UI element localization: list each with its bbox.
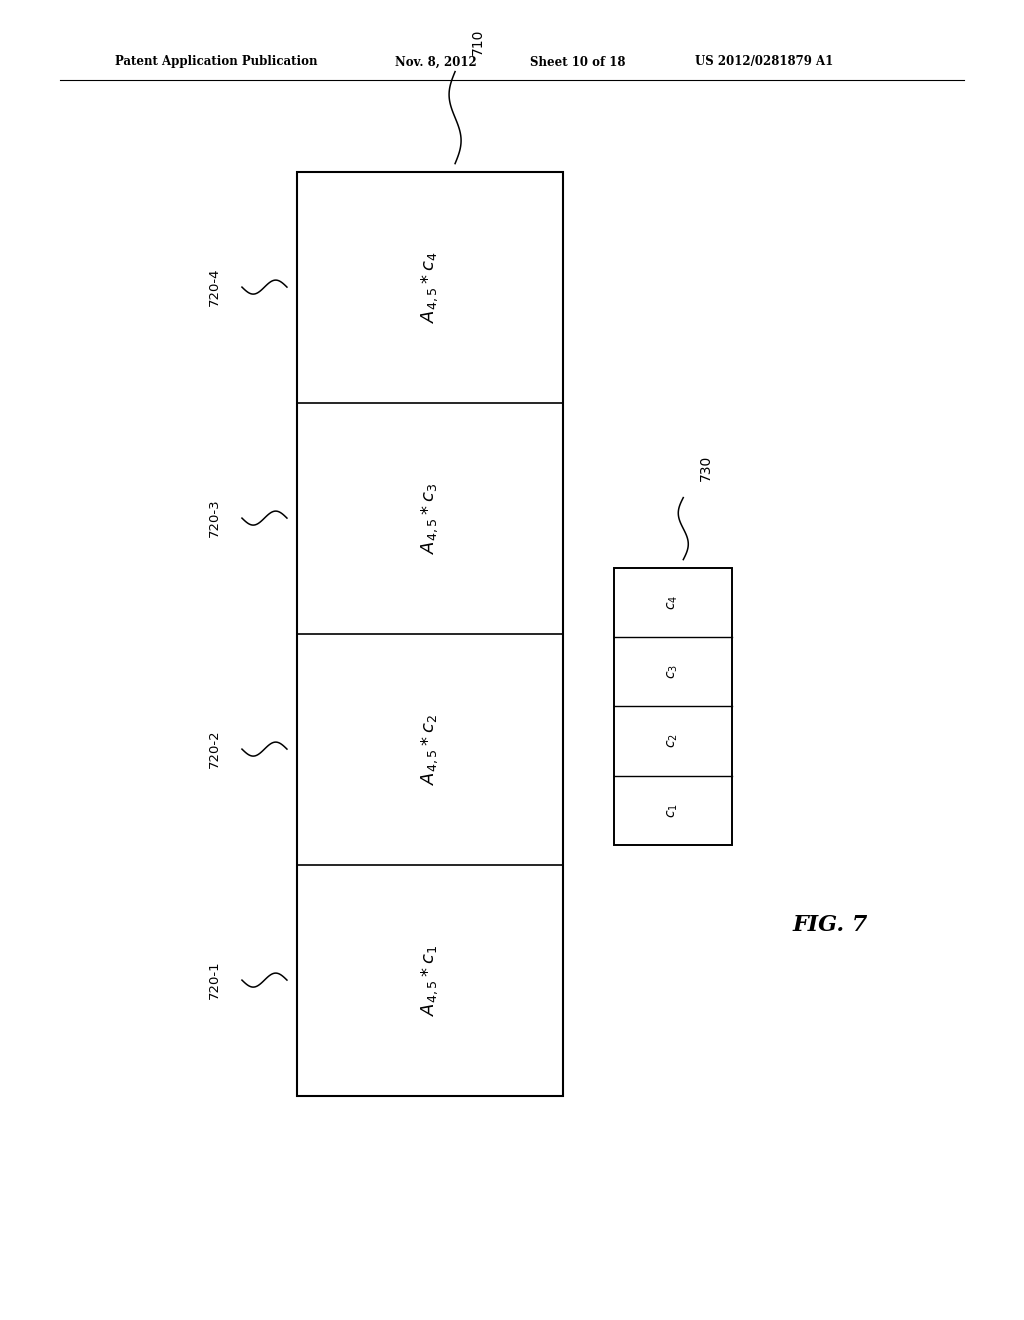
Text: $\mathit{c}_{3}$: $\mathit{c}_{3}$: [666, 664, 681, 678]
Text: $\mathit{A}_{4,5}*\mathit{c}_{3}$: $\mathit{A}_{4,5}*\mathit{c}_{3}$: [420, 483, 440, 553]
Text: $\mathit{c}_{4}$: $\mathit{c}_{4}$: [666, 594, 681, 610]
Text: 720-2: 720-2: [208, 730, 220, 768]
Text: 710: 710: [471, 29, 485, 55]
Text: 730: 730: [699, 454, 714, 480]
Text: $\mathit{A}_{4,5}*\mathit{c}_{1}$: $\mathit{A}_{4,5}*\mathit{c}_{1}$: [420, 945, 440, 1015]
Text: 720-1: 720-1: [208, 961, 220, 999]
Text: Nov. 8, 2012: Nov. 8, 2012: [395, 55, 477, 69]
Bar: [297, 172, 563, 1096]
Text: $\mathit{c}_{2}$: $\mathit{c}_{2}$: [666, 734, 681, 748]
Text: $\mathit{A}_{4,5}*\mathit{c}_{4}$: $\mathit{A}_{4,5}*\mathit{c}_{4}$: [420, 251, 440, 323]
Text: US 2012/0281879 A1: US 2012/0281879 A1: [695, 55, 834, 69]
Text: Patent Application Publication: Patent Application Publication: [115, 55, 317, 69]
Text: FIG. 7: FIG. 7: [793, 913, 867, 936]
Text: Sheet 10 of 18: Sheet 10 of 18: [530, 55, 626, 69]
Text: $\mathit{A}_{4,5}*\mathit{c}_{2}$: $\mathit{A}_{4,5}*\mathit{c}_{2}$: [420, 714, 440, 784]
Text: 720-3: 720-3: [208, 499, 220, 537]
Text: $\mathit{c}_{1}$: $\mathit{c}_{1}$: [666, 803, 681, 817]
Bar: [614, 568, 732, 845]
Text: 720-4: 720-4: [208, 268, 220, 306]
